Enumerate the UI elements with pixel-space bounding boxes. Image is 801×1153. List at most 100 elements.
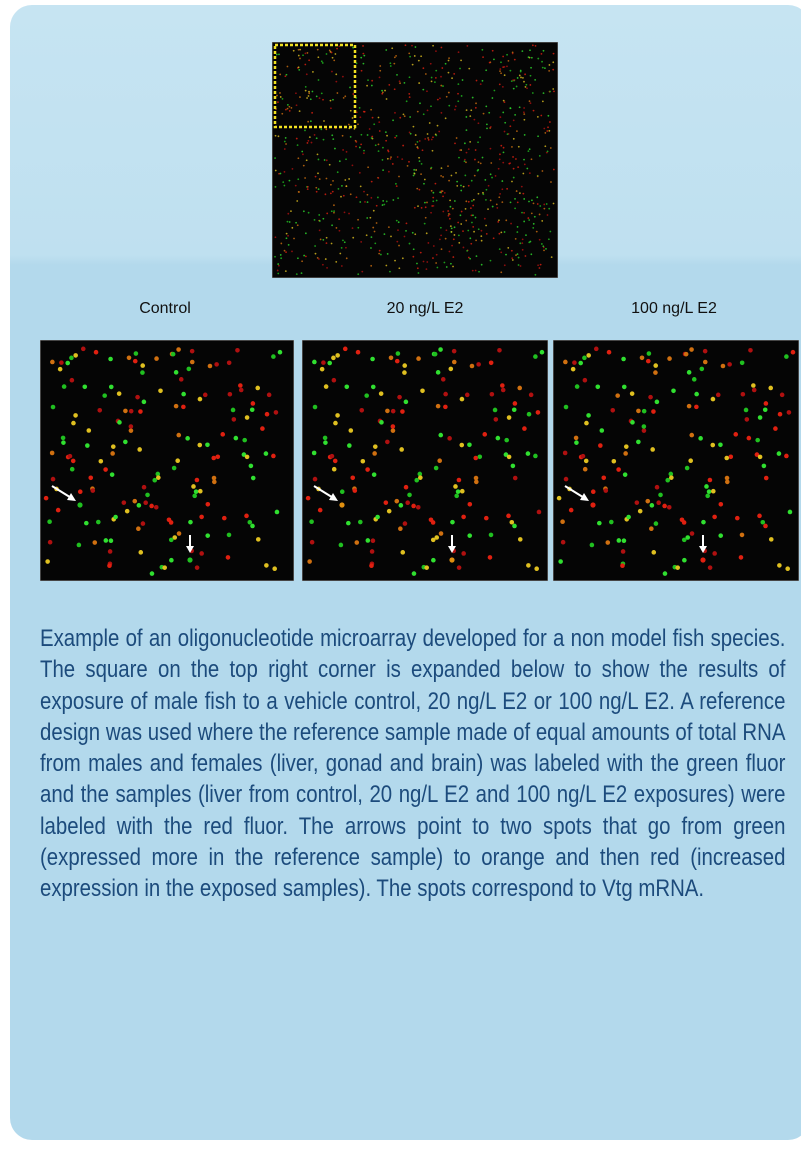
spot	[231, 408, 236, 413]
spot	[537, 58, 539, 60]
spot	[378, 143, 380, 145]
spot	[549, 64, 551, 66]
spot	[431, 538, 436, 543]
spot	[298, 49, 300, 51]
spot	[408, 161, 410, 163]
spot	[472, 205, 474, 207]
spot	[306, 73, 308, 75]
spot	[379, 76, 381, 78]
spot	[470, 364, 475, 369]
spot	[431, 190, 433, 192]
spot	[109, 538, 114, 543]
spot	[96, 520, 101, 525]
spot	[305, 232, 307, 234]
spot	[286, 74, 288, 76]
spot	[517, 226, 519, 228]
spot	[442, 85, 444, 87]
spot	[560, 519, 565, 524]
spot	[550, 147, 552, 149]
spot	[572, 360, 577, 365]
spot	[513, 138, 515, 140]
spot	[490, 173, 492, 175]
spot	[605, 540, 610, 545]
spot	[529, 148, 531, 150]
spot	[275, 135, 277, 137]
spot	[456, 489, 461, 494]
spot	[284, 141, 286, 143]
spot	[469, 258, 471, 260]
spot	[553, 53, 555, 55]
spot	[306, 97, 308, 99]
spot	[47, 519, 52, 524]
spot	[385, 440, 390, 445]
spot	[539, 267, 541, 269]
spot	[298, 66, 300, 68]
spot	[482, 56, 484, 58]
spot	[507, 133, 509, 135]
spot	[460, 59, 462, 61]
spot	[195, 478, 200, 483]
spot	[84, 521, 89, 526]
spot	[123, 440, 128, 445]
spot	[453, 484, 458, 489]
spot	[514, 114, 516, 116]
spot	[525, 234, 527, 236]
spot	[245, 415, 250, 420]
spot	[526, 87, 528, 89]
spot	[277, 263, 279, 265]
spot	[415, 46, 417, 48]
spot	[441, 248, 443, 250]
spot	[378, 253, 380, 255]
spot	[460, 223, 462, 225]
spot	[533, 110, 535, 112]
spot	[404, 82, 406, 84]
spot	[156, 475, 161, 480]
spot	[561, 540, 566, 545]
spot	[284, 250, 286, 252]
spot	[396, 241, 398, 243]
spot	[307, 140, 309, 142]
spot	[526, 451, 531, 456]
spot	[194, 489, 199, 494]
spot	[333, 459, 338, 464]
spot	[461, 515, 466, 520]
spot	[367, 79, 369, 81]
spot	[545, 248, 547, 250]
spot	[45, 559, 50, 564]
spot	[322, 62, 324, 64]
spot	[536, 231, 538, 233]
spot	[533, 202, 535, 204]
spot	[530, 102, 532, 104]
spot	[382, 92, 384, 94]
spot	[332, 138, 334, 140]
spot	[402, 145, 404, 147]
spot	[336, 92, 338, 94]
spot	[321, 360, 326, 365]
spot	[295, 92, 297, 94]
spot	[547, 150, 549, 152]
spot	[745, 417, 750, 422]
spot	[418, 475, 423, 480]
spot	[493, 58, 495, 60]
microarray-panel	[302, 340, 548, 581]
spot	[311, 142, 313, 144]
spot	[313, 405, 318, 410]
spot	[499, 83, 501, 85]
spot	[301, 151, 303, 153]
spot	[379, 391, 384, 396]
spot	[361, 459, 366, 464]
spot	[81, 347, 86, 352]
spot	[529, 393, 534, 398]
spot	[420, 55, 422, 57]
spot	[427, 137, 429, 139]
spot	[504, 231, 506, 233]
spot	[88, 476, 93, 481]
spot	[569, 508, 574, 513]
spot	[590, 502, 595, 507]
spot	[700, 367, 705, 372]
spot	[506, 65, 508, 67]
spot	[77, 502, 82, 507]
spot	[392, 199, 394, 201]
spot	[343, 347, 348, 352]
spot	[312, 360, 317, 365]
